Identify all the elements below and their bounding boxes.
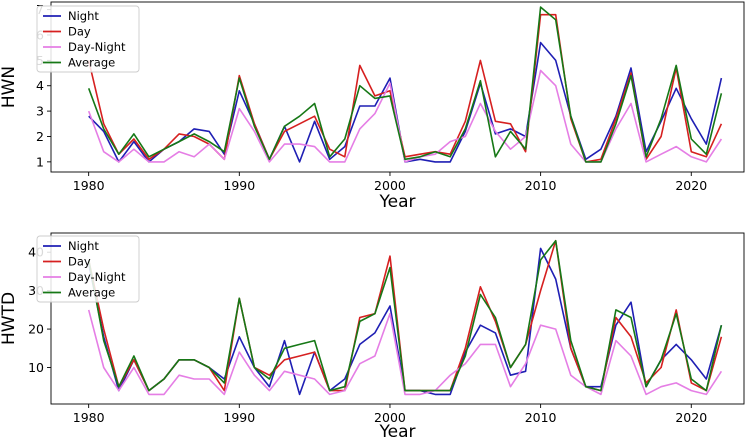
chart-hwn-xtick-label-2000: 2000 <box>374 178 406 193</box>
chart-hwn-series-average <box>87 6 723 163</box>
chart-hwtd-legend-label-average: Average <box>68 286 115 300</box>
chart-hwtd-xtick-label-2010: 2010 <box>525 410 557 425</box>
chart-hwtd-legend-label-day-night: Day-Night <box>68 270 126 284</box>
chart-hwtd-xtick-label-2020: 2020 <box>675 410 707 425</box>
chart-hwn-legend <box>36 5 140 73</box>
chart-hwn-series-day-night <box>87 69 723 163</box>
chart-hwn-legend-label-day-night: Day-Night <box>68 40 126 54</box>
chart-hwtd-series-day-night <box>87 309 723 396</box>
chart-hwn-ytick-label-1: 1 <box>36 154 44 169</box>
chart-hwn-frame <box>50 1 745 173</box>
chart-hwtd-series-night <box>87 247 723 396</box>
top-chart: 198019902000201020201234567YearHWNNightD… <box>0 1 745 212</box>
bottom-chart: 1980 1990 2000 2010 202010203040YearHWTDNigh… <box>0 232 745 440</box>
chart-hwtd-legend-label-night: Night <box>68 239 99 253</box>
chart-hwn-ytick-label-3: 3 <box>36 104 44 119</box>
chart-hwn-xtick-label-1980: 1980 <box>73 178 105 193</box>
chart-hwtd-legend-label-day: Day <box>68 255 91 269</box>
chart-hwtd-frame <box>50 232 745 405</box>
chart-hwn-ytick-label-4: 4 <box>36 78 44 93</box>
chart-hwtd-ytick-label-10: 10 <box>28 360 44 375</box>
chart-hwtd-xtick-label-1980: 1980 <box>73 410 105 425</box>
chart-hwtd-ylabel: HWTD <box>0 292 19 345</box>
chart-hwn-series-night <box>88 41 723 163</box>
chart-hwn-ytick-label-2: 2 <box>36 129 44 144</box>
chart-hwtd-legend <box>36 235 140 303</box>
chart-hwtd-xtick-label-1990: 1990 <box>223 410 255 425</box>
chart-hwtd-ytick-label-20: 20 <box>28 322 44 337</box>
chart-hwtd-xtick-label-2000: 2000 <box>374 410 406 425</box>
chart-hwn-xtick-label-1990: 1990 <box>223 178 255 193</box>
chart-hwn-legend-label-day: Day <box>68 25 91 39</box>
chart-hwn-legend-label-night: Night <box>68 9 99 23</box>
chart-hwn-xtick-label-2010: 2010 <box>525 178 557 193</box>
chart-hwn-xtick-label-2020: 2020 <box>675 178 707 193</box>
chart-hwn-ylabel: HWN <box>0 66 19 108</box>
chart-hwn-legend-label-average: Average <box>68 56 115 70</box>
chart-hwn-xlabel: Year <box>379 192 416 212</box>
chart-hwtd-xlabel: Year <box>379 422 416 440</box>
chart-hwtd-series-average <box>87 239 723 392</box>
